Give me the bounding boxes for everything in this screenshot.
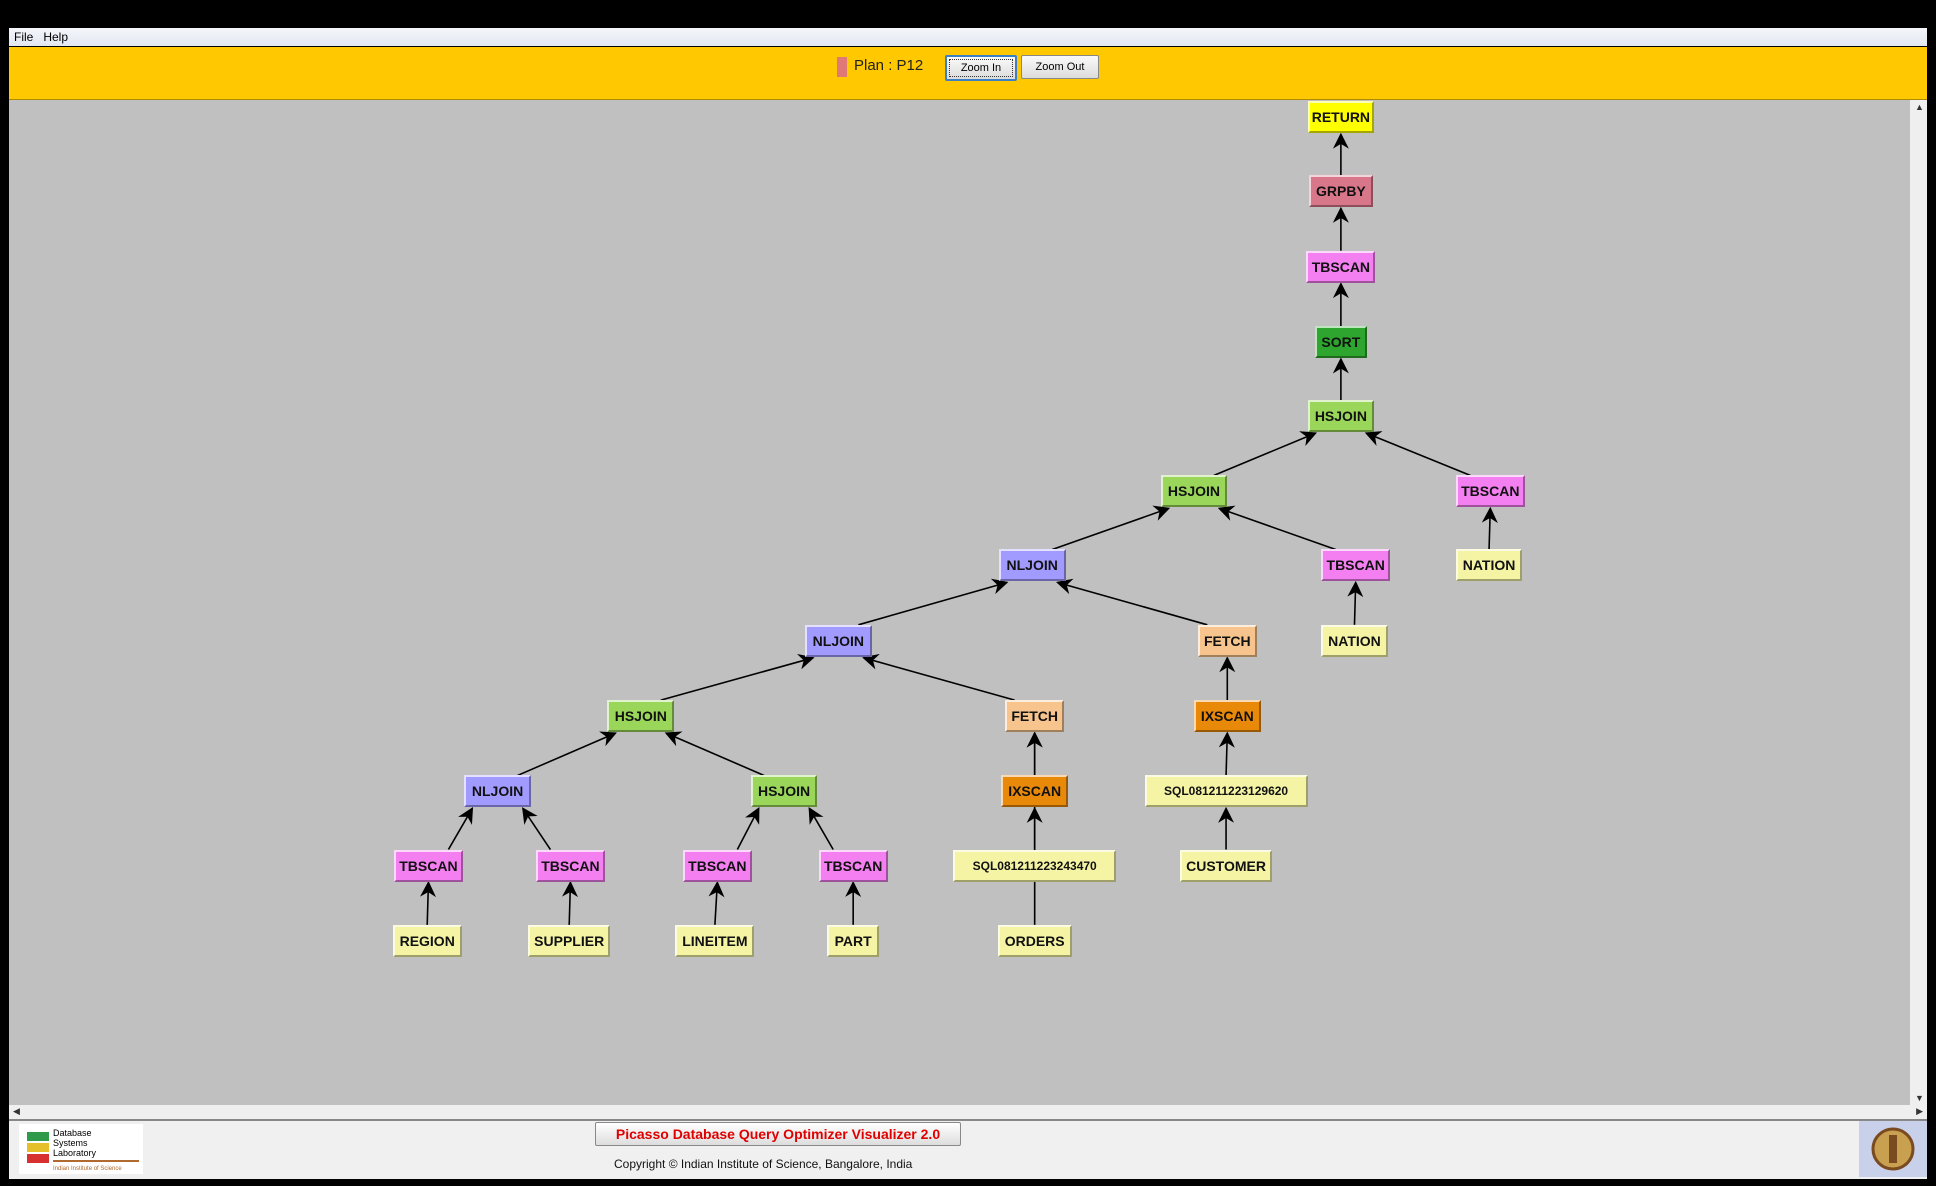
plan-node-lineitem[interactable]: LINEITEM bbox=[675, 924, 755, 957]
footer: Database Systems Laboratory Indian Insti… bbox=[9, 1121, 1927, 1179]
plan-node-tbscan[interactable]: TBSCAN bbox=[535, 849, 605, 882]
plan-node-nljoin[interactable]: NLJOIN bbox=[464, 775, 531, 808]
database-systems-lab-logo: Database Systems Laboratory Indian Insti… bbox=[19, 1124, 143, 1174]
zoom-out-button[interactable]: Zoom Out bbox=[1021, 55, 1099, 79]
svg-text:Indian Institute of Science: Indian Institute of Science bbox=[53, 1166, 122, 1172]
plan-node-nljoin[interactable]: NLJOIN bbox=[805, 624, 872, 657]
plan-node-sql081211223243470[interactable]: SQL081211223243470 bbox=[953, 849, 1117, 882]
scroll-left-arrow-icon[interactable]: ◀ bbox=[13, 1106, 20, 1116]
iisc-emblem-icon bbox=[1859, 1121, 1927, 1177]
menu-file[interactable]: File bbox=[14, 30, 34, 44]
plan-node-hsjoin[interactable]: HSJOIN bbox=[1160, 475, 1228, 508]
plan-node-fetch[interactable]: FETCH bbox=[1197, 624, 1257, 657]
svg-text:Database: Database bbox=[53, 1128, 92, 1138]
plan-node-tbscan[interactable]: TBSCAN bbox=[393, 849, 463, 882]
plan-node-sql081211223129620[interactable]: SQL081211223129620 bbox=[1144, 775, 1308, 808]
plan-tree-canvas bbox=[9, 100, 1910, 1105]
copyright-text: Copyright © Indian Institute of Science,… bbox=[614, 1157, 913, 1171]
plan-color-swatch bbox=[837, 57, 847, 77]
plan-node-sort[interactable]: SORT bbox=[1314, 326, 1367, 358]
vertical-scrollbar[interactable]: ▲ ▼ bbox=[1910, 100, 1927, 1105]
plan-node-part[interactable]: PART bbox=[827, 924, 880, 957]
plan-node-ixscan[interactable]: IXSCAN bbox=[1001, 775, 1068, 808]
plan-node-tbscan[interactable]: TBSCAN bbox=[682, 849, 752, 882]
plan-node-nation[interactable]: NATION bbox=[1321, 624, 1388, 657]
app-title-button[interactable]: Picasso Database Query Optimizer Visuali… bbox=[595, 1122, 961, 1146]
plan-node-hsjoin[interactable]: HSJOIN bbox=[607, 700, 675, 733]
svg-text:Laboratory: Laboratory bbox=[53, 1148, 97, 1158]
plan-node-customer[interactable]: CUSTOMER bbox=[1180, 849, 1272, 882]
plan-node-tbscan[interactable]: TBSCAN bbox=[1306, 250, 1376, 283]
plan-node-tbscan[interactable]: TBSCAN bbox=[1321, 549, 1391, 582]
plan-node-fetch[interactable]: FETCH bbox=[1005, 700, 1065, 733]
plan-label: Plan : P12 bbox=[854, 57, 924, 74]
scroll-right-arrow-icon[interactable]: ▶ bbox=[1916, 1106, 1923, 1116]
plan-node-hsjoin[interactable]: HSJOIN bbox=[750, 775, 818, 808]
plan-node-grpby[interactable]: GRPBY bbox=[1308, 175, 1373, 208]
plan-node-tbscan[interactable]: TBSCAN bbox=[818, 849, 888, 882]
menu-help[interactable]: Help bbox=[43, 30, 69, 44]
toolbar: Plan : P12 Zoom In Zoom Out bbox=[9, 47, 1927, 100]
plan-node-region[interactable]: REGION bbox=[392, 924, 462, 957]
plan-node-orders[interactable]: ORDERS bbox=[997, 924, 1072, 957]
svg-text:Systems: Systems bbox=[53, 1138, 88, 1148]
zoom-in-button[interactable]: Zoom In bbox=[945, 55, 1017, 81]
plan-node-tbscan[interactable]: TBSCAN bbox=[1455, 475, 1525, 508]
menu-bar: File Help bbox=[9, 28, 1927, 46]
scroll-up-arrow-icon[interactable]: ▲ bbox=[1915, 102, 1924, 112]
plan-node-nation[interactable]: NATION bbox=[1455, 549, 1523, 582]
plan-node-nljoin[interactable]: NLJOIN bbox=[998, 549, 1066, 582]
horizontal-scrollbar[interactable]: ◀ ▶ bbox=[9, 1105, 1927, 1121]
plan-node-return[interactable]: RETURN bbox=[1307, 101, 1375, 134]
scroll-down-arrow-icon[interactable]: ▼ bbox=[1915, 1093, 1924, 1103]
plan-node-supplier[interactable]: SUPPLIER bbox=[528, 924, 610, 957]
plan-node-hsjoin[interactable]: HSJOIN bbox=[1307, 400, 1375, 433]
plan-node-ixscan[interactable]: IXSCAN bbox=[1193, 700, 1261, 733]
